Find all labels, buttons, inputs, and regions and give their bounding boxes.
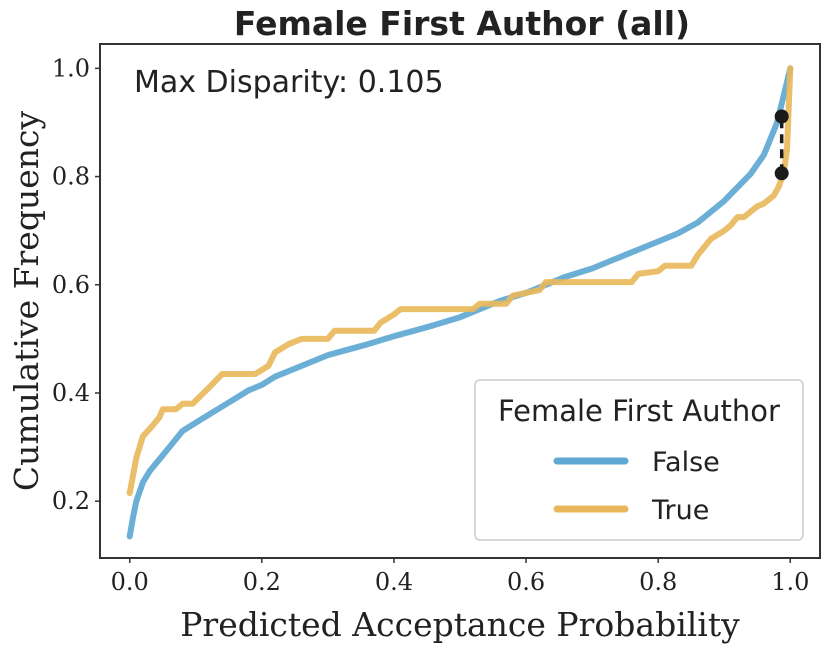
x-tick-label: 0.4 (375, 568, 413, 596)
max-disparity-annotation: Max Disparity: 0.105 (134, 65, 444, 100)
y-axis-label: Cumulative Frequency (7, 111, 46, 492)
x-tick-label: 0.2 (243, 568, 281, 596)
x-tick-label: 0.0 (111, 568, 149, 596)
y-tick-label: 0.4 (52, 379, 90, 407)
y-tick-label: 0.2 (52, 487, 90, 515)
max-disparity-marker (774, 109, 789, 181)
legend: Female First Author False True (474, 379, 804, 541)
axis-ticks: 0.0 0.2 0.4 0.6 0.8 1.0 0.2 0.4 0.6 0.8 1.0 (52, 54, 810, 596)
x-tick-label: 0.8 (639, 568, 677, 596)
y-tick-label: 1.0 (52, 54, 90, 82)
legend-label-true: True (651, 495, 709, 526)
disparity-point-high (774, 109, 789, 124)
disparity-point-low (774, 166, 789, 181)
legend-label-false: False (652, 447, 720, 478)
x-tick-label: 0.6 (507, 568, 545, 596)
legend-box (474, 379, 804, 541)
y-tick-label: 0.8 (52, 163, 90, 191)
series-line-false (126, 65, 794, 540)
series-line-true (126, 65, 794, 497)
legend-title: Female First Author (498, 394, 780, 428)
chart-title: Female First Author (all) (234, 4, 690, 43)
y-tick-label: 0.6 (52, 271, 90, 299)
series-lines (126, 65, 794, 540)
x-tick-label: 1.0 (771, 568, 809, 596)
x-axis-label: Predicted Acceptance Probability (180, 605, 740, 644)
